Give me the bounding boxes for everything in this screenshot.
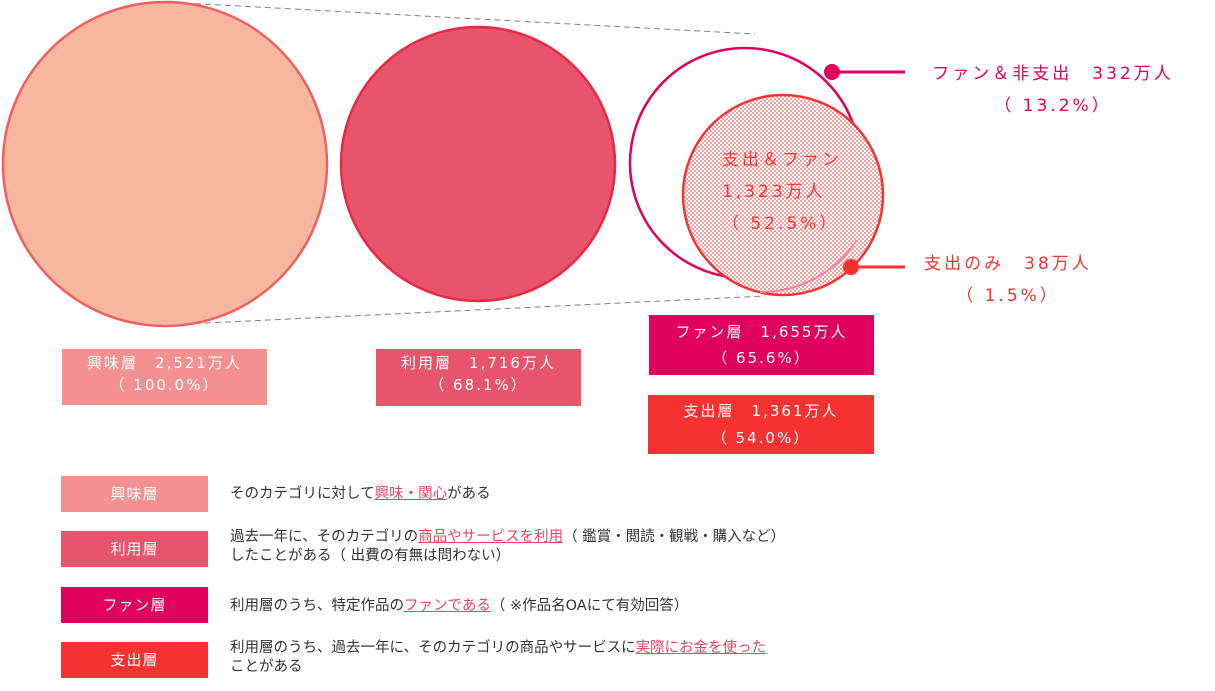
- legend-desc-fan: 利用層のうち、特定作品のファンである（ ※作品名OAにて有効回答）: [230, 597, 688, 616]
- fan-value: 1,655万人: [760, 323, 848, 341]
- spend-label: 支出層: [683, 402, 735, 420]
- desc-text: そのカテゴリに対して: [230, 486, 375, 502]
- interest-circle: [1, 0, 329, 328]
- legend-tag-fan: ファン層: [61, 587, 208, 623]
- desc-text: 過去一年に、そのカテゴリの: [230, 529, 419, 545]
- desc-line2: したことがある（ 出費の有無は問わない）: [230, 548, 511, 564]
- desc-text: （ ※作品名OAにて有効回答）: [490, 598, 689, 614]
- fan-nonspend-callout: ファン＆非支出 332万人 （ 13.2%）: [908, 58, 1198, 122]
- legend-tag-usage: 利用層: [61, 531, 208, 567]
- interest-label: 興味層: [87, 354, 139, 372]
- spend-circle: [681, 93, 885, 297]
- interest-value-box: 興味層 2,521万人 （ 100.0%）: [62, 349, 267, 405]
- spend-fan-overlap-label: 支出＆ファン 1,323万人 （ 52.5%）: [722, 144, 842, 240]
- fan-arc-overlap: [759, 239, 858, 294]
- guide-line-top: [164, 1, 756, 35]
- legend-row-fan: ファン層 利用層のうち、特定作品のファンである（ ※作品名OAにて有効回答）: [61, 587, 1161, 624]
- spend-value-box: 支出層 1,361万人 （ 54.0%）: [648, 395, 874, 454]
- fan-label: ファン層: [675, 323, 744, 341]
- usage-value-box: 利用層 1,716万人 （ 68.1%）: [376, 349, 581, 406]
- desc-text: がある: [447, 486, 491, 502]
- fan-pct: （ 65.6%）: [712, 349, 811, 367]
- legend-desc-usage: 過去一年に、そのカテゴリの商品やサービスを利用（ 鑑賞・閲読・観戦・購入など） …: [230, 528, 785, 566]
- spend-only-title: 支出のみ 38万人: [924, 254, 1092, 274]
- venn-diagram: 支出＆ファン 1,323万人 （ 52.5%） ファン＆非支出 332万人 （ …: [0, 0, 1215, 340]
- guide-line-bottom: [164, 295, 766, 326]
- spend-value: 1,361万人: [751, 402, 839, 420]
- spend-only-callout: 支出のみ 38万人 （ 1.5%）: [908, 248, 1108, 312]
- desc-highlight: 商品やサービスを利用: [418, 529, 564, 545]
- spend-fan-pct: （ 52.5%）: [722, 214, 840, 234]
- usage-circle: [339, 25, 617, 303]
- fan-value-box: ファン層 1,655万人 （ 65.6%）: [649, 315, 874, 375]
- desc-line2: ことがある: [230, 659, 303, 675]
- fan-nonspend-title: ファン＆非支出 332万人: [932, 64, 1174, 84]
- desc-highlight: 興味・関心: [374, 486, 448, 502]
- desc-text: 利用層のうち、過去一年に、そのカテゴリの商品やサービスに: [230, 640, 636, 656]
- desc-text: （ 鑑賞・閲読・観戦・購入など）: [563, 529, 786, 545]
- usage-pct: （ 68.1%）: [429, 376, 528, 394]
- spend-pct: （ 54.0%）: [711, 429, 811, 447]
- usage-value: 1,716万人: [469, 354, 556, 372]
- circles-graphic: [1, 0, 905, 328]
- spend-fan-title: 支出＆ファン: [722, 150, 842, 170]
- legend-desc-spend: 利用層のうち、過去一年に、そのカテゴリの商品やサービスに実際にお金を使った こと…: [230, 639, 766, 677]
- usage-label: 利用層: [401, 354, 453, 372]
- fan-nonspend-pct: （ 13.2%）: [994, 96, 1112, 116]
- legend-desc-interest: そのカテゴリに対して興味・関心がある: [230, 485, 491, 504]
- legend-row-spend: 支出層 利用層のうち、過去一年に、そのカテゴリの商品やサービスに実際にお金を使っ…: [61, 639, 1161, 679]
- interest-pct: （ 100.0%）: [109, 376, 220, 394]
- desc-highlight: 実際にお金を使った: [635, 640, 767, 656]
- legend-tag-interest: 興味層: [61, 476, 208, 512]
- desc-highlight: ファンである: [404, 598, 491, 614]
- desc-text: 利用層のうち、特定作品の: [230, 598, 404, 614]
- spend-fan-value: 1,323万人: [722, 182, 826, 202]
- legend-row-usage: 利用層 過去一年に、そのカテゴリの商品やサービスを利用（ 鑑賞・閲読・観戦・購入…: [61, 528, 1161, 568]
- legend-row-interest: 興味層 そのカテゴリに対して興味・関心がある: [61, 476, 1161, 513]
- interest-value: 2,521万人: [155, 354, 242, 372]
- legend-tag-spend: 支出層: [61, 642, 208, 678]
- spend-only-pct: （ 1.5%）: [956, 286, 1060, 306]
